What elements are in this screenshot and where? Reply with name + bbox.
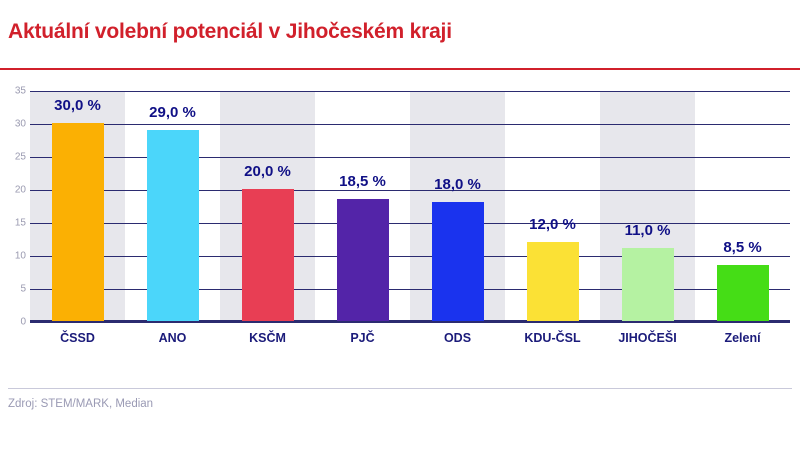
y-axis-ticks: 0 5 10 15 20 25 30 35	[0, 85, 30, 328]
x-axis-category-label: KDU-ČSL	[524, 331, 581, 345]
gridline	[30, 157, 790, 158]
gridline	[30, 190, 790, 191]
x-axis-category-label: PJČ	[350, 331, 375, 345]
bar-value-label: 30,0 %	[54, 97, 101, 114]
gridline	[30, 91, 790, 92]
x-axis-category-label: Zelení	[724, 331, 761, 345]
title-divider	[0, 68, 800, 70]
source-note: Zdroj: STEM/MARK, Median	[8, 398, 154, 410]
bar-jiho-e-i[interactable]	[621, 248, 674, 321]
bar-value-label: 11,0 %	[624, 222, 671, 240]
bar-value-label: 20,0 %	[244, 163, 291, 180]
gridline	[30, 322, 790, 323]
x-axis-category-label: ČSSD	[60, 331, 95, 345]
bar-value-label: 18,0 %	[434, 176, 481, 194]
y-axis-tick-label: 15	[14, 217, 26, 229]
bar-value-label: 29,0 %	[149, 103, 196, 121]
x-axis-category-label: KSČM	[249, 331, 286, 345]
bar-ods[interactable]	[431, 202, 484, 321]
x-axis-category-label: ANO	[158, 331, 187, 345]
gridline	[30, 124, 790, 125]
page-title: Aktuální volební potenciál v Jihočeském …	[8, 20, 452, 43]
y-axis-tick-label: 5	[20, 283, 26, 295]
y-axis-tick-label: 30	[14, 118, 26, 130]
x-axis-category-label: ODS	[443, 331, 472, 345]
bar--ssd[interactable]	[51, 123, 104, 321]
gridline	[30, 289, 790, 290]
bar-value-label: 18,5 %	[339, 172, 386, 190]
x-axis-line	[30, 320, 790, 323]
x-axis-category-labels: ČSSD ANO KSČM PJČ ODS KDU-ČSL JIHOČEŠI Zelení	[0, 331, 800, 355]
bar-ks-m[interactable]	[241, 189, 294, 321]
bar-pj-[interactable]	[336, 198, 389, 321]
bar-value-label: 12,0 %	[529, 215, 576, 233]
gridline	[30, 256, 790, 257]
bar-kdu-sl[interactable]	[526, 241, 579, 321]
y-axis-tick-label: 25	[14, 151, 26, 163]
y-axis-tick-label: 35	[14, 85, 26, 97]
bar-chart: 0 5 10 15 20 25 30 35 30,0 % 29,0 % 20,0 % 18,5 % 1…	[0, 85, 800, 345]
y-axis-tick-label: 10	[14, 250, 26, 262]
y-axis-tick-label: 0	[20, 316, 26, 328]
gridline	[30, 223, 790, 224]
bar-zelen-[interactable]	[716, 264, 769, 321]
bar-ano[interactable]	[146, 129, 199, 321]
footer-divider	[8, 388, 792, 389]
y-axis-tick-label: 20	[14, 184, 26, 196]
x-axis-category-label: JIHOČEŠI	[618, 331, 677, 345]
bar-value-label: 8,5 %	[723, 238, 762, 256]
plot-area: 30,0 % 29,0 % 20,0 % 18,5 % 18,0 % 12,0 % 11,0…	[30, 91, 790, 323]
